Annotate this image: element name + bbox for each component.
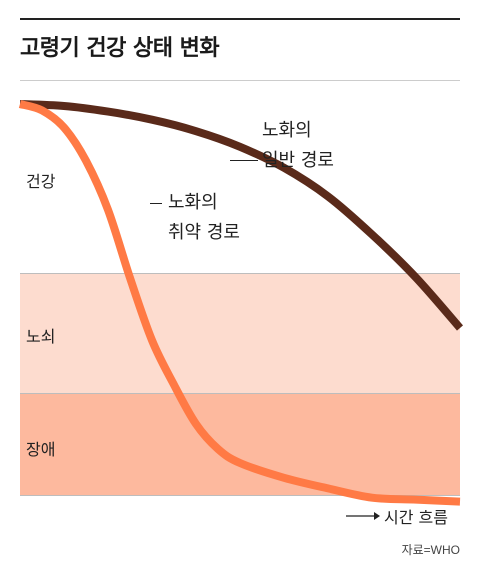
vulnerable-path-line <box>18 100 461 506</box>
vulnerable-path-label: 노화의 취약 경로 <box>168 188 240 248</box>
disability-zone-top-line <box>20 393 460 394</box>
normal-path-line <box>19 100 464 331</box>
frail-zone-band <box>20 273 460 393</box>
title-divider <box>20 80 460 81</box>
x-axis-label: 시간 흐름 <box>384 508 448 527</box>
normal-path-leader-line <box>230 160 258 161</box>
disability-zone-label: 장애 <box>26 440 56 459</box>
normal-path-label-line1: 노화의 <box>262 120 312 141</box>
normal-path-label: 노화의 일반 경로 <box>262 116 334 176</box>
vulnerable-path-label-line2: 취약 경로 <box>168 222 240 243</box>
vulnerable-path-leader-line <box>150 203 162 204</box>
normal-path-label-line2: 일반 경로 <box>262 150 334 171</box>
source-note: 자료=WHO <box>401 543 460 557</box>
frail-zone-top-line <box>20 273 460 274</box>
healthy-zone-label: 건강 <box>26 172 56 191</box>
chart-baseline <box>20 495 460 496</box>
disability-zone-band <box>20 393 460 495</box>
time-arrow-icon <box>346 512 380 520</box>
chart-title: 고령기 건강 상태 변화 <box>20 36 220 61</box>
top-rule <box>20 18 460 20</box>
vulnerable-path-label-line1: 노화의 <box>168 192 218 213</box>
frail-zone-label: 노쇠 <box>26 327 56 346</box>
